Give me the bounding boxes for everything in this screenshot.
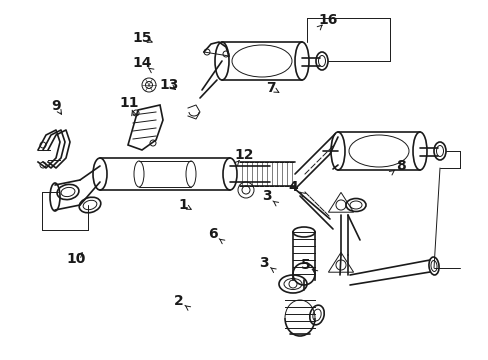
- Text: 15: 15: [132, 31, 151, 45]
- Text: 9: 9: [51, 99, 61, 113]
- Text: 7: 7: [266, 81, 276, 95]
- Text: 3: 3: [259, 256, 268, 270]
- Text: 12: 12: [234, 148, 254, 162]
- Text: 1: 1: [178, 198, 188, 212]
- Text: 6: 6: [207, 227, 217, 241]
- Text: 10: 10: [66, 252, 85, 266]
- Text: 16: 16: [317, 13, 337, 27]
- Text: 11: 11: [120, 96, 139, 109]
- Text: 3: 3: [261, 189, 271, 203]
- Text: 4: 4: [288, 180, 298, 194]
- Text: 8: 8: [395, 159, 405, 172]
- Text: 14: 14: [132, 56, 151, 70]
- Text: 2: 2: [173, 294, 183, 307]
- Text: 13: 13: [159, 78, 178, 91]
- Text: 5: 5: [300, 258, 310, 271]
